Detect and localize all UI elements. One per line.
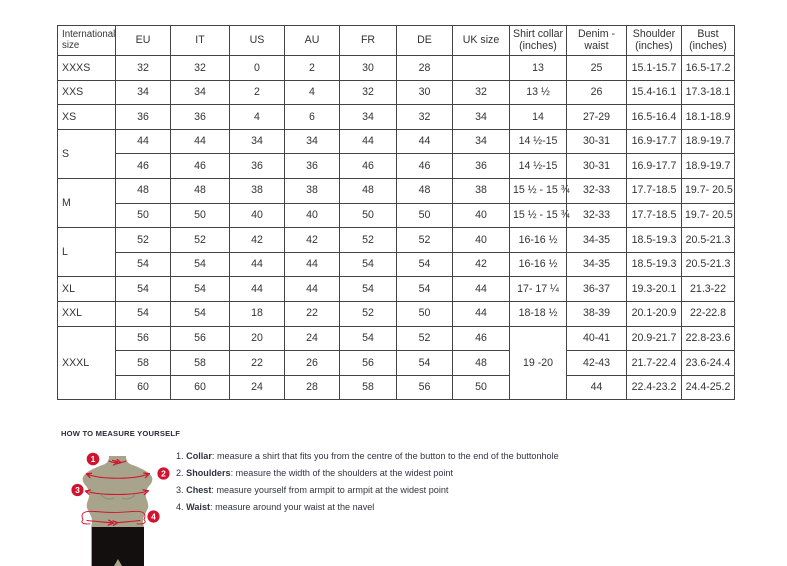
svg-text:3: 3 [75,485,80,495]
svg-text:2: 2 [161,468,166,478]
svg-text:1: 1 [91,454,96,464]
svg-text:4: 4 [151,511,156,521]
